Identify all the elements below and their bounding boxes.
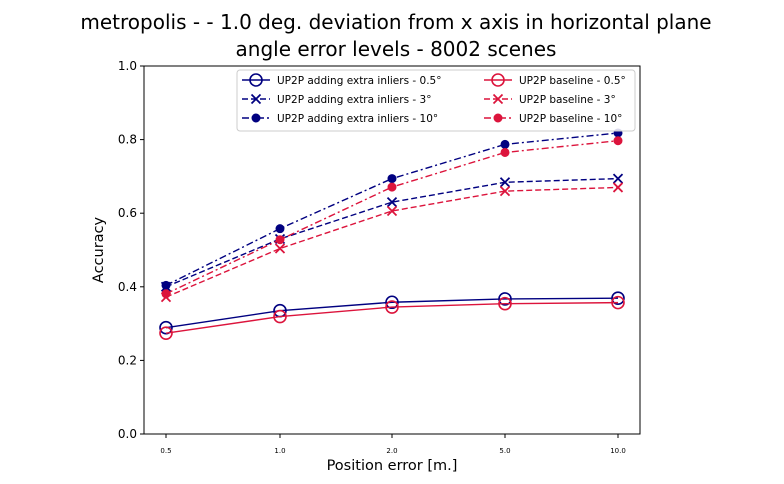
series-line [165, 301, 619, 334]
data-point [385, 295, 399, 310]
data-point [275, 224, 285, 234]
data-point [387, 182, 397, 192]
data-point [612, 173, 624, 184]
data-point [161, 289, 171, 299]
data-point [613, 136, 623, 146]
x-tick-label: 0.5 [160, 447, 171, 455]
data-point [611, 291, 625, 306]
legend-label: UP2P adding extra inliers - 10° [277, 113, 438, 125]
series-line [165, 186, 619, 298]
series-line [165, 297, 619, 329]
data-point [275, 235, 285, 245]
data-point [159, 320, 173, 335]
legend-item: UP2P baseline - 10° [484, 113, 622, 125]
data-point [500, 139, 510, 149]
data-point [611, 295, 625, 310]
legend: UP2P adding extra inliers - 0.5° UP2P add… [236, 69, 636, 132]
chart-title-line1: metropolis - - 1.0 deg. deviation from x… [80, 10, 711, 34]
data-point [274, 243, 286, 254]
legend-item: UP2P adding extra inliers - 10° [242, 113, 438, 125]
data-point [498, 292, 512, 306]
series [161, 128, 623, 290]
data-point [612, 182, 624, 193]
data-point [491, 73, 505, 87]
data-point [493, 113, 503, 123]
series-line [165, 177, 619, 288]
data-point [498, 296, 512, 311]
y-tick-label: 1.0 [118, 59, 137, 73]
legend-label: UP2P baseline - 3° [519, 94, 616, 106]
data-point [273, 309, 287, 324]
data-point [385, 300, 399, 314]
series-layer [159, 128, 625, 340]
data-point [492, 93, 504, 105]
legend-label: UP2P baseline - 10° [519, 113, 622, 125]
legend-label: UP2P baseline - 0.5° [519, 75, 626, 87]
data-point [250, 93, 262, 105]
legend-item: UP2P adding extra inliers - 3° [242, 93, 431, 106]
data-point [386, 197, 398, 208]
legend-box [236, 69, 636, 132]
y-axis: 0.0 0.2 0.4 0.6 0.8 1.0 [118, 59, 144, 441]
y-tick-label: 0.2 [118, 353, 137, 367]
series [159, 291, 625, 335]
data-point [499, 185, 511, 197]
y-tick-label: 0.8 [118, 133, 137, 147]
data-point [386, 205, 398, 217]
x-tick-label: 10.0 [610, 447, 626, 455]
series-line [165, 140, 619, 295]
x-axis: 0.5 1.0 2.0 5.0 10.0 [160, 434, 626, 455]
data-point [159, 326, 173, 340]
legend-item: UP2P baseline - 0.5° [484, 73, 626, 87]
data-point [249, 73, 263, 87]
legend-item: UP2P baseline - 3° [484, 93, 616, 106]
x-tick-label: 5.0 [499, 447, 510, 455]
y-tick-label: 0.4 [118, 280, 137, 294]
chart-title-line2: angle error levels - 8002 scenes [236, 37, 557, 61]
legend-label: UP2P adding extra inliers - 3° [277, 94, 431, 106]
series [160, 182, 624, 303]
y-tick-label: 0.6 [118, 206, 137, 220]
legend-item: UP2P adding extra inliers - 0.5° [242, 73, 441, 87]
y-axis-label: Accuracy [91, 216, 107, 283]
x-tick-label: 1.0 [274, 447, 285, 455]
series [159, 295, 625, 340]
legend-label: UP2P adding extra inliers - 0.5° [277, 75, 441, 87]
series-line [165, 132, 619, 286]
series [161, 136, 623, 299]
y-tick-label: 0.0 [118, 427, 137, 441]
data-point [161, 280, 171, 290]
data-point [499, 177, 511, 188]
x-axis-label: Position error [m.] [327, 458, 458, 474]
data-point [500, 147, 510, 157]
x-tick-label: 2.0 [386, 447, 397, 455]
data-point [387, 174, 397, 184]
data-point [251, 113, 261, 123]
